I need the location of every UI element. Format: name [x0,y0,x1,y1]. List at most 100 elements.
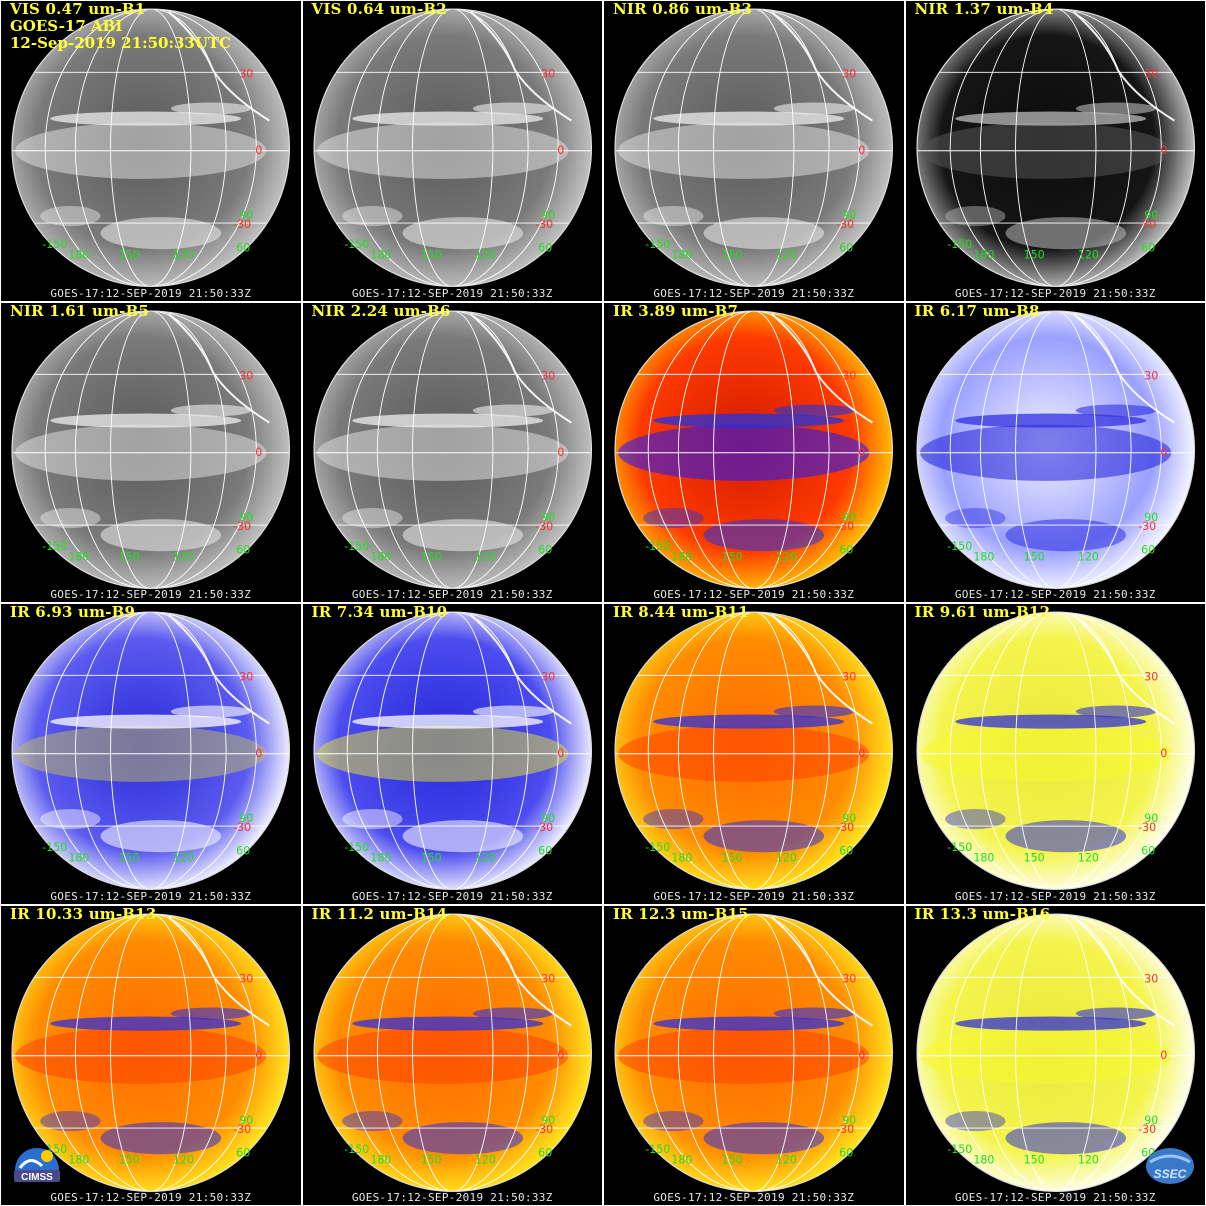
longitude-label: 150 [1023,1153,1044,1166]
longitude-label: 90 [842,511,856,524]
band-panel: 30 0 -30 -150 180 150 120 60 90 VIS 0.64 um-B2 GOE… [301,0,603,302]
longitude-label: -150 [947,841,972,854]
longitude-label: 60 [538,241,552,254]
latitude-label: 30 [239,670,253,683]
longitude-label: 90 [842,209,856,222]
longitude-label: 150 [119,248,140,261]
longitude-label: 90 [239,812,253,825]
longitude-label: 60 [839,844,853,857]
longitude-label: 150 [420,851,441,864]
latitude-label: 0 [255,144,262,157]
latitude-label: 30 [842,67,856,80]
svg-text:SSEC: SSEC [1154,1167,1187,1181]
band-title: IR 3.89 um-B7 [613,301,739,320]
band-title: NIR 2.24 um-B6 [311,301,451,320]
longitude-label: 90 [1144,1114,1158,1127]
latitude-label: 30 [1144,972,1158,985]
longitude-label: 60 [839,543,853,556]
longitude-label: 60 [1141,543,1155,556]
latitude-label: 0 [255,1048,262,1061]
latitude-label: -30 [836,218,854,231]
longitude-label: 150 [1023,248,1044,261]
latitude-label: -30 [1138,1123,1156,1136]
band-title: IR 12.3 um-B15 [613,904,749,923]
longitude-label: 90 [1144,209,1158,222]
latitude-label: 30 [1144,67,1158,80]
timestamp-label: GOES-17:12-SEP-2019 21:50:33Z [954,889,1156,903]
longitude-label: 90 [1144,511,1158,524]
latitude-label: -30 [1138,218,1156,231]
scan-time-label: 12-Sep-2019 21:50:33UTC [10,34,232,52]
latitude-label: 0 [1160,1048,1167,1061]
latitude-label: -30 [233,1123,251,1136]
band-panel: 30 0 -30 -150 180 150 120 60 90 IR 7.34 um-B10 GOE… [301,603,603,905]
latitude-label: 0 [1160,747,1167,760]
longitude-label: 60 [236,844,250,857]
longitude-label: 60 [538,543,552,556]
latitude-label: 0 [858,747,865,760]
longitude-label: -150 [947,238,972,251]
latitude-label: 0 [255,747,262,760]
band-title: NIR 0.86 um-B3 [613,0,753,18]
longitude-label: 180 [370,1153,391,1166]
latitude-label: 30 [842,972,856,985]
band-panel: 30 0 -30 -150 180 150 120 60 90 IR 3.89 um-B7 GOES… [603,301,905,603]
band-title: IR 11.2 um-B14 [311,904,448,923]
timestamp-label: GOES-17:12-SEP-2019 21:50:33Z [351,1191,553,1204]
longitude-label: 180 [973,851,994,864]
longitude-label: 120 [776,248,797,261]
timestamp-label: GOES-17:12-SEP-2019 21:50:33Z [954,286,1156,300]
longitude-label: 90 [239,1114,253,1127]
longitude-label: 120 [474,851,495,864]
band-panel: 30 0 -30 -150 180 150 120 60 90 IR 6.17 um-B8 GOES… [904,301,1206,603]
timestamp-label: GOES-17:12-SEP-2019 21:50:33Z [351,588,553,601]
band-title: NIR 1.37 um-B4 [914,0,1054,18]
latitude-label: 30 [541,670,555,683]
longitude-label: 180 [671,550,692,563]
longitude-label: 60 [538,1146,552,1159]
longitude-label: 60 [236,543,250,556]
timestamp-label: GOES-17:12-SEP-2019 21:50:33Z [954,588,1156,601]
longitude-label: 180 [370,851,391,864]
latitude-label: -30 [1138,821,1156,834]
latitude-label: 30 [239,972,253,985]
longitude-label: 60 [839,1146,853,1159]
band-panel: 30 0 -30 -150 180 150 120 60 90 VIS 0.47 um-B1 GOE… [0,0,302,302]
longitude-label: 180 [671,248,692,261]
latitude-label: 0 [557,747,564,760]
latitude-label: -30 [535,821,553,834]
longitude-label: 120 [173,550,194,563]
longitude-label: 90 [541,1114,555,1127]
band-title: NIR 1.61 um-B5 [10,301,150,320]
longitude-label: 180 [671,1153,692,1166]
latitude-label: 0 [557,1048,564,1061]
band-panel: 30 0 -30 -150 180 150 120 60 90 NIR 1.61 um-B5 GOE… [0,301,302,603]
latitude-label: 0 [858,1048,865,1061]
latitude-label: 0 [557,445,564,458]
longitude-label: -150 [645,841,670,854]
longitude-label: 90 [541,209,555,222]
latitude-label: -30 [535,1123,553,1136]
latitude-label: 0 [858,445,865,458]
timestamp-label: GOES-17:12-SEP-2019 21:50:33Z [653,286,855,300]
latitude-label: -30 [1138,520,1156,533]
latitude-label: 30 [1144,369,1158,382]
longitude-label: 150 [1023,550,1044,563]
timestamp-label: GOES-17:12-SEP-2019 21:50:33Z [50,286,252,300]
longitude-label: 90 [239,209,253,222]
timestamp-label: GOES-17:12-SEP-2019 21:50:33Z [351,889,553,903]
latitude-label: -30 [836,1123,854,1136]
longitude-label: -150 [344,238,369,251]
longitude-label: 60 [839,241,853,254]
band-title: IR 13.3 um-B16 [914,904,1051,923]
latitude-label: -30 [836,520,854,533]
longitude-label: 60 [1141,844,1155,857]
